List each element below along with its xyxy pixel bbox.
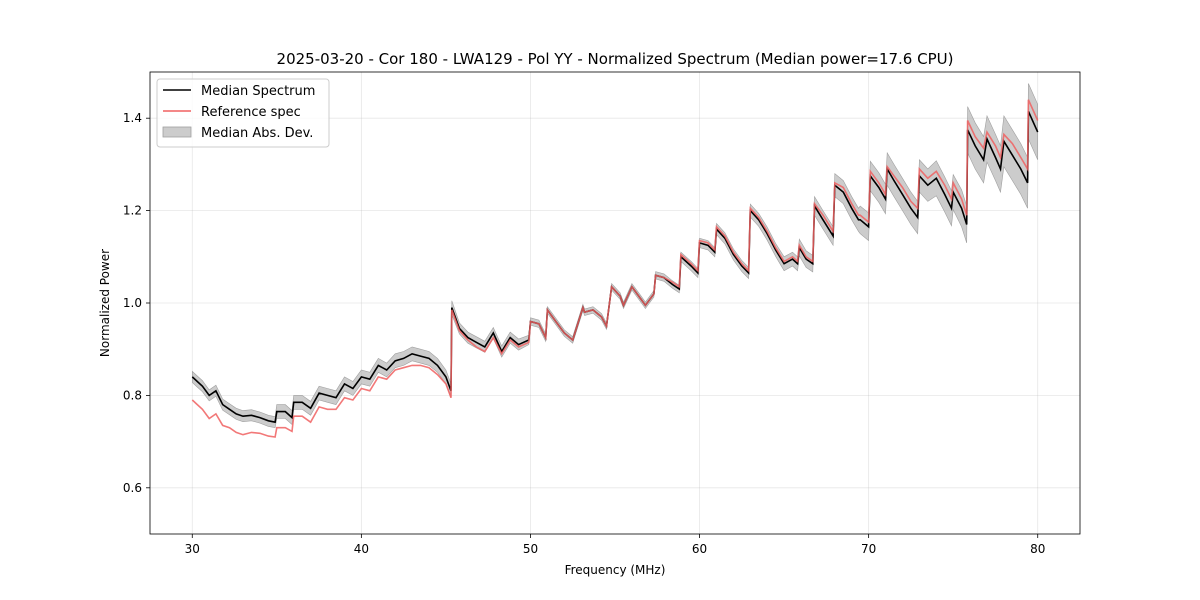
series-band-median-abs-dev: [192, 83, 1038, 429]
y-tick-label: 1.2: [123, 204, 142, 218]
y-tick-label: 0.8: [123, 388, 142, 402]
x-tick-label: 80: [1030, 542, 1045, 556]
chart-title: 2025-03-20 - Cor 180 - LWA129 - Pol YY -…: [277, 50, 954, 68]
axis-ticks: 30 40 50 60 70 80 0.6 0.8 1.0 1.2 1.4: [123, 111, 1045, 556]
plot-area: [150, 72, 1080, 534]
legend-label-median-abs-dev: Median Abs. Dev.: [201, 126, 313, 141]
legend: Median Spectrum Reference spec Median Ab…: [156, 78, 330, 148]
y-tick-label: 1.0: [123, 296, 142, 310]
legend-frame: [156, 78, 330, 148]
legend-swatch-median-abs-dev: [162, 126, 192, 138]
x-axis-label: Frequency (MHz): [565, 563, 666, 577]
data-layer: [191, 83, 1039, 438]
y-axis-label: Normalized Power: [98, 249, 112, 357]
legend-label-reference-spec: Reference spec: [201, 105, 301, 120]
x-tick-label: 40: [354, 542, 369, 556]
x-tick-label: 50: [523, 542, 538, 556]
y-tick-label: 0.6: [123, 481, 142, 495]
legend-label-median-spectrum: Median Spectrum: [201, 84, 315, 99]
series-line-reference-spec: [191, 99, 1039, 438]
x-tick-label: 30: [185, 542, 200, 556]
y-tick-label: 1.4: [123, 111, 142, 125]
x-tick-label: 60: [692, 542, 707, 556]
x-tick-label: 70: [861, 542, 876, 556]
